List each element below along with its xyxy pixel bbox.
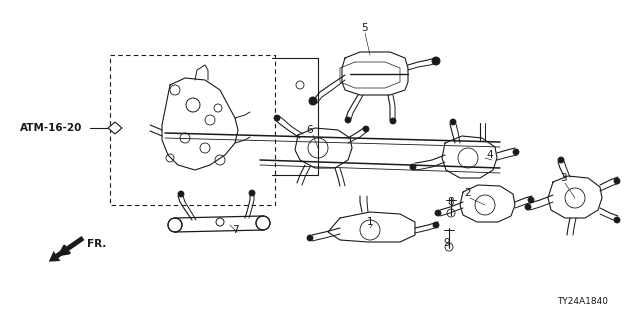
Circle shape [307, 235, 313, 241]
Text: 2: 2 [465, 188, 471, 198]
Circle shape [513, 149, 519, 155]
Circle shape [410, 164, 416, 170]
Circle shape [274, 115, 280, 121]
Text: ATM-16-20: ATM-16-20 [20, 123, 83, 133]
Circle shape [528, 197, 534, 203]
Circle shape [433, 222, 439, 228]
Circle shape [432, 57, 440, 65]
Text: 1: 1 [367, 217, 373, 227]
Text: 7: 7 [232, 225, 238, 235]
Circle shape [256, 216, 270, 230]
FancyArrow shape [49, 236, 84, 262]
Circle shape [435, 210, 441, 216]
Circle shape [390, 118, 396, 124]
Text: 6: 6 [307, 125, 314, 135]
Circle shape [525, 204, 531, 210]
Circle shape [363, 126, 369, 132]
Circle shape [168, 218, 182, 232]
Text: 8: 8 [448, 197, 454, 207]
Text: FR.: FR. [87, 239, 106, 249]
Text: 9: 9 [444, 238, 451, 248]
Circle shape [309, 97, 317, 105]
Circle shape [450, 119, 456, 125]
Polygon shape [108, 122, 122, 134]
Circle shape [614, 178, 620, 184]
Circle shape [249, 190, 255, 196]
Text: 5: 5 [362, 23, 368, 33]
Circle shape [178, 191, 184, 197]
Circle shape [614, 217, 620, 223]
Text: 3: 3 [560, 173, 566, 183]
Circle shape [345, 117, 351, 123]
Bar [110, 55, 275, 205]
Circle shape [558, 157, 564, 163]
Text: TY24A1840: TY24A1840 [557, 297, 608, 306]
Text: 4: 4 [486, 150, 493, 160]
